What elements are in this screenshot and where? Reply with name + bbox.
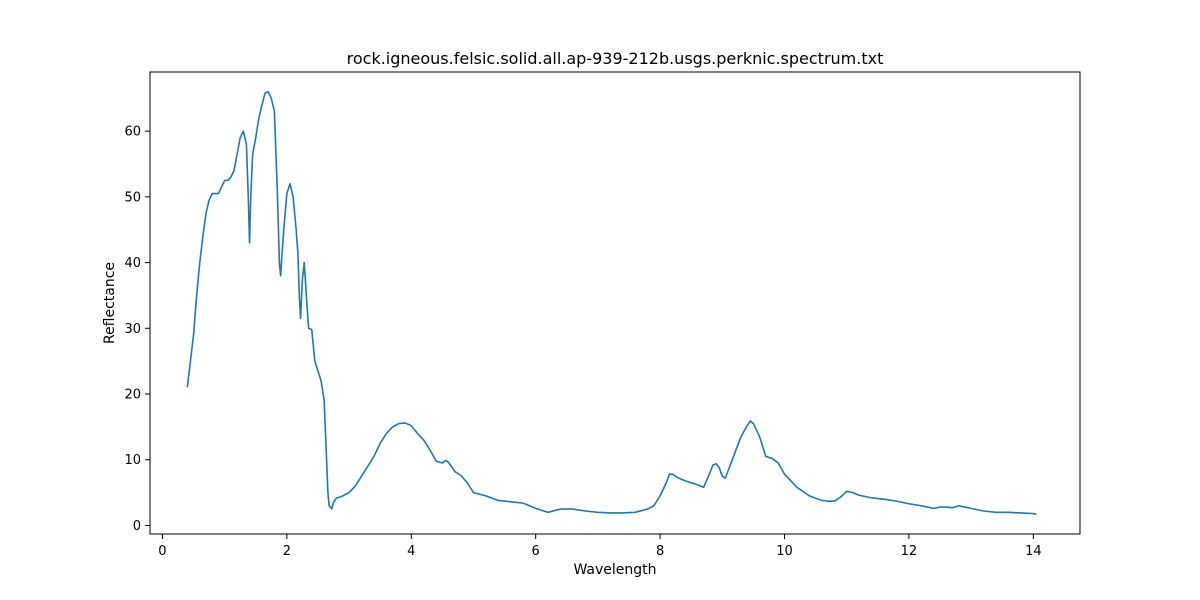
x-tick-label: 12 <box>901 544 918 559</box>
plot-background <box>150 72 1080 534</box>
y-tick-label: 30 <box>124 322 141 337</box>
y-tick-label: 40 <box>124 256 141 271</box>
y-tick-label: 50 <box>124 190 141 205</box>
axis-ticks: 0 2 4 6 8 10 12 14 0 10 20 30 40 50 60 <box>124 125 1041 559</box>
y-tick-label: 60 <box>124 125 141 140</box>
x-tick-label: 8 <box>656 544 664 559</box>
y-tick-label: 0 <box>133 519 141 534</box>
x-tick-label: 14 <box>1025 544 1042 559</box>
x-tick-label: 0 <box>158 544 166 559</box>
y-tick-label: 10 <box>124 453 141 468</box>
x-tick-label: 2 <box>283 544 291 559</box>
chart-title: rock.igneous.felsic.solid.all.ap-939-212… <box>347 49 884 68</box>
x-tick-label: 4 <box>407 544 415 559</box>
y-tick-label: 20 <box>124 388 141 403</box>
spectrum-line <box>186 90 1037 516</box>
x-axis-label: Wavelength <box>573 562 656 578</box>
plot-frame <box>149 71 1081 535</box>
x-tick-label: 6 <box>532 544 540 559</box>
x-tick-label: 10 <box>776 544 793 559</box>
y-axis-label: Reflectance <box>102 262 118 344</box>
